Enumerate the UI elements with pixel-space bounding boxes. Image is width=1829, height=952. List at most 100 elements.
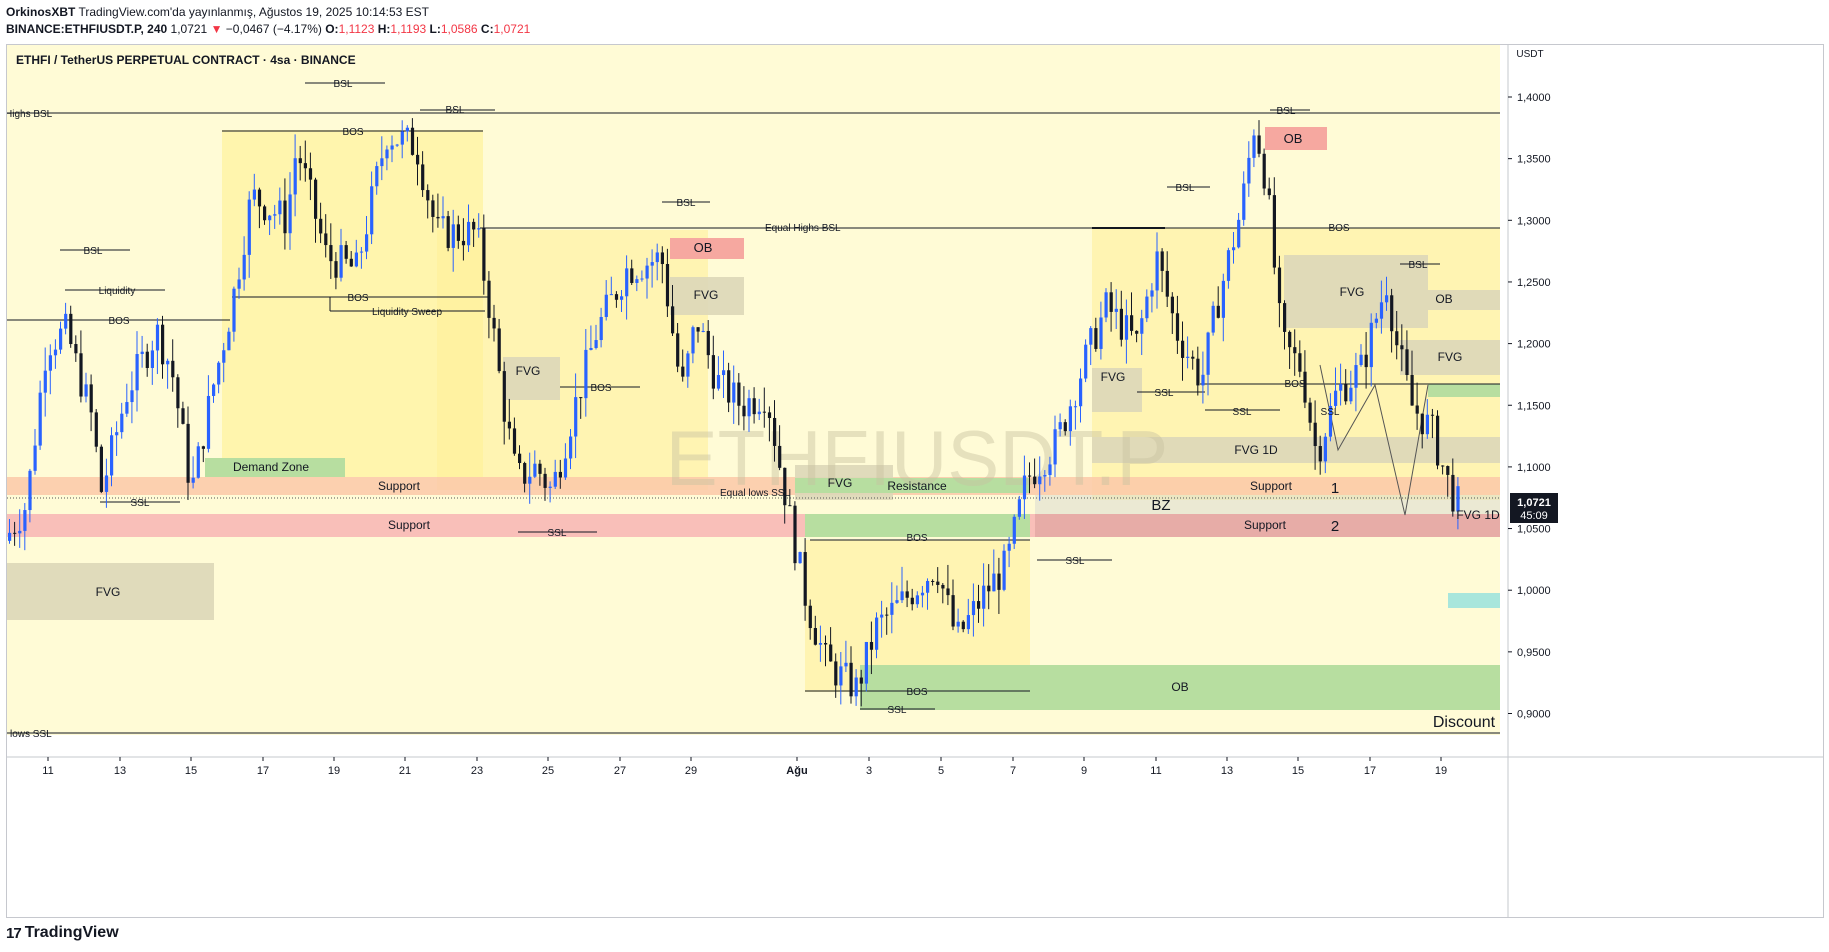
last-price: 1,0721 <box>170 22 208 36</box>
bear-candle <box>461 240 466 246</box>
bear-candle <box>319 218 323 234</box>
bear-candle <box>74 344 78 354</box>
bull-candle <box>1053 429 1057 465</box>
bos-label: BOS <box>342 127 363 138</box>
lows-ssl-label: l lows SSL <box>7 729 52 740</box>
author-name[interactable]: OrkinosXBT <box>6 5 76 19</box>
bear-candle <box>13 532 17 534</box>
bsl-label: BSL <box>84 246 103 257</box>
bos-label: BOS <box>1328 223 1349 234</box>
bear-candle <box>783 467 787 506</box>
bear-candle <box>416 154 420 165</box>
ob-label: OB <box>1435 292 1452 306</box>
support-label: Support <box>1244 518 1287 532</box>
bear-candle <box>803 552 807 606</box>
time-tick-label: 7 <box>1010 765 1016 777</box>
bear-candle <box>1405 349 1409 375</box>
ob-label: OB <box>1171 680 1188 694</box>
bull-candle <box>722 370 726 376</box>
interval-label[interactable]: 240 <box>147 22 168 36</box>
fvg-label: FVG <box>516 364 541 378</box>
bull-candle <box>604 294 608 317</box>
bull-candle <box>1058 422 1062 430</box>
bear-candle <box>1313 422 1317 447</box>
equal-lows-label: Equal lows SSL <box>720 488 790 499</box>
price-tick-label: 1,2000 <box>1517 339 1551 351</box>
bear-candle <box>742 405 746 417</box>
bull-candle <box>1425 414 1429 435</box>
ob-zone <box>670 238 744 259</box>
highs-bsl-label: Highs BSL <box>7 109 53 120</box>
bull-candle <box>130 390 134 403</box>
bull-candle <box>1043 475 1047 477</box>
bear-candle <box>349 258 353 267</box>
bear-candle <box>308 168 313 180</box>
bull-candle <box>1002 550 1006 590</box>
bear-candle <box>1028 475 1032 477</box>
bull-candle <box>1374 318 1378 323</box>
discount-label: Discount <box>1433 714 1496 731</box>
bull-candle <box>104 475 109 492</box>
bear-candle <box>543 473 547 488</box>
bull-candle <box>1369 322 1373 368</box>
bear-candle <box>1175 313 1180 341</box>
bear-candle <box>1446 466 1450 475</box>
price-tick-label: 0,9000 <box>1517 709 1551 721</box>
bull-candle <box>359 251 364 253</box>
bear-candle <box>497 328 501 372</box>
bull-candle <box>1038 476 1042 485</box>
bear-candle <box>558 471 562 478</box>
bear-candle <box>1303 371 1307 403</box>
low-label: L: <box>429 22 441 36</box>
time-tick-label: 23 <box>471 765 483 777</box>
bull-candle <box>1068 406 1072 432</box>
bear-candle <box>257 189 262 207</box>
bull-candle <box>48 355 52 371</box>
bull-candle <box>38 392 42 446</box>
bull-candle <box>798 552 802 564</box>
bull-candle <box>59 328 63 350</box>
bear-candle <box>1415 405 1419 414</box>
bull-candle <box>691 327 695 354</box>
bear-candle <box>1390 295 1394 332</box>
bull-candle <box>64 313 68 329</box>
tradingview-footer[interactable]: 17 TradingView <box>6 924 119 942</box>
open-label: O: <box>325 22 339 36</box>
fvg-zone <box>1400 340 1500 375</box>
bull-candle <box>854 677 858 697</box>
bull-candle <box>880 614 884 618</box>
low-value: 1,0586 <box>440 22 478 36</box>
bear-candle <box>1160 251 1164 271</box>
fvg-zone <box>670 277 744 315</box>
bear-candle <box>472 221 476 230</box>
bull-candle <box>1242 183 1246 220</box>
bull-candle <box>385 149 389 159</box>
bear-candle <box>1135 330 1139 334</box>
fvg-1d-zone <box>1092 437 1500 463</box>
price-tick-label: 1,3000 <box>1517 215 1551 227</box>
bear-candle <box>1119 308 1123 340</box>
bear-candle <box>987 585 991 592</box>
bear-candle <box>1262 153 1266 189</box>
bear-candle <box>885 614 889 616</box>
bear-candle <box>793 505 797 564</box>
support-label: Support <box>378 479 421 493</box>
bull-candle <box>206 395 211 449</box>
bear-candle <box>1318 446 1322 462</box>
bull-candle <box>839 666 843 686</box>
countdown-label: 45:09 <box>1520 510 1548 522</box>
time-tick-label: 19 <box>1435 765 1447 777</box>
symbol-label[interactable]: BINANCE:ETHFIUSDT.P <box>6 22 141 36</box>
bsl-label: BSL <box>1176 183 1195 194</box>
resistance-label: Resistance <box>887 479 947 493</box>
bull-candle <box>818 643 823 645</box>
bull-candle <box>375 166 379 187</box>
bear-candle <box>671 306 675 334</box>
bear-candle <box>1130 315 1134 331</box>
bear-candle <box>482 228 486 281</box>
bull-candle <box>354 252 358 267</box>
bull-candle <box>212 384 216 396</box>
bull-candle <box>686 353 690 377</box>
bull-candle <box>115 432 119 436</box>
